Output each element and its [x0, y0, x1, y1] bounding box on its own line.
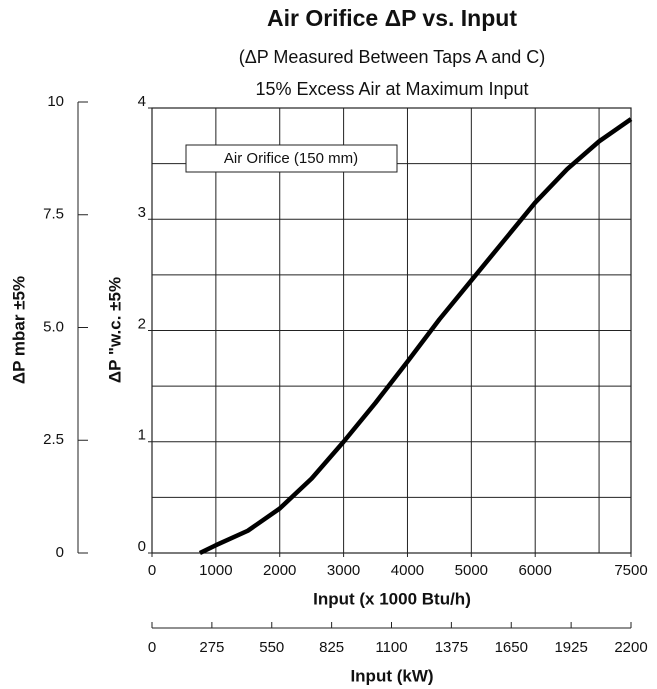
chart-title: Air Orifice ΔP vs. Input — [267, 5, 517, 31]
chart-subtitle: (ΔP Measured Between Taps A and C) — [239, 47, 546, 67]
x-tick-label: 0 — [148, 639, 156, 656]
y-tick-label: 4 — [138, 93, 146, 110]
y-tick-label: 2 — [138, 315, 146, 332]
x-tick-label: 5000 — [455, 562, 488, 579]
chart-subtitle: 15% Excess Air at Maximum Input — [255, 79, 528, 99]
x-tick-label: 1375 — [435, 639, 468, 656]
x-tick-label: 550 — [259, 639, 284, 656]
y-tick-label: 0 — [56, 544, 64, 561]
y-tick-label: 5.0 — [43, 318, 64, 335]
x-tick-label: 2200 — [614, 639, 647, 656]
data-line — [198, 117, 633, 556]
annotation: Air Orifice (150 mm) — [224, 150, 358, 167]
x-tick-label: 1100 — [375, 639, 407, 656]
x-tick-label: 1000 — [199, 562, 232, 579]
x-tick-label: 3000 — [327, 562, 360, 579]
x-tick-label: 4000 — [391, 562, 424, 579]
x-tick-label: 7500 — [614, 562, 647, 579]
x-tick-label: 1650 — [495, 639, 528, 656]
x-tick-label: 2000 — [263, 562, 296, 579]
x-axis-label: Input (kW) — [350, 666, 433, 685]
x-tick-label: 1925 — [554, 639, 587, 656]
y-axis-label: ΔP "w.c. ±5% — [105, 277, 124, 383]
x-tick-label: 275 — [199, 639, 224, 656]
y-tick-label: 10 — [47, 93, 64, 110]
x-tick-label: 825 — [319, 639, 344, 656]
x-axis-label: Input (x 1000 Btu/h) — [313, 589, 471, 608]
y-tick-label: 3 — [138, 204, 146, 221]
y-tick-label: 0 — [138, 538, 146, 555]
y-tick-label: 7.5 — [43, 206, 64, 223]
y-tick-label: 2.5 — [43, 431, 64, 448]
y-axis-label: ΔP mbar ±5% — [9, 276, 28, 384]
x-tick-label: 0 — [148, 562, 156, 579]
annotation-box — [185, 144, 398, 173]
x-tick-label: 6000 — [519, 562, 552, 579]
y-tick-label: 1 — [138, 427, 146, 444]
